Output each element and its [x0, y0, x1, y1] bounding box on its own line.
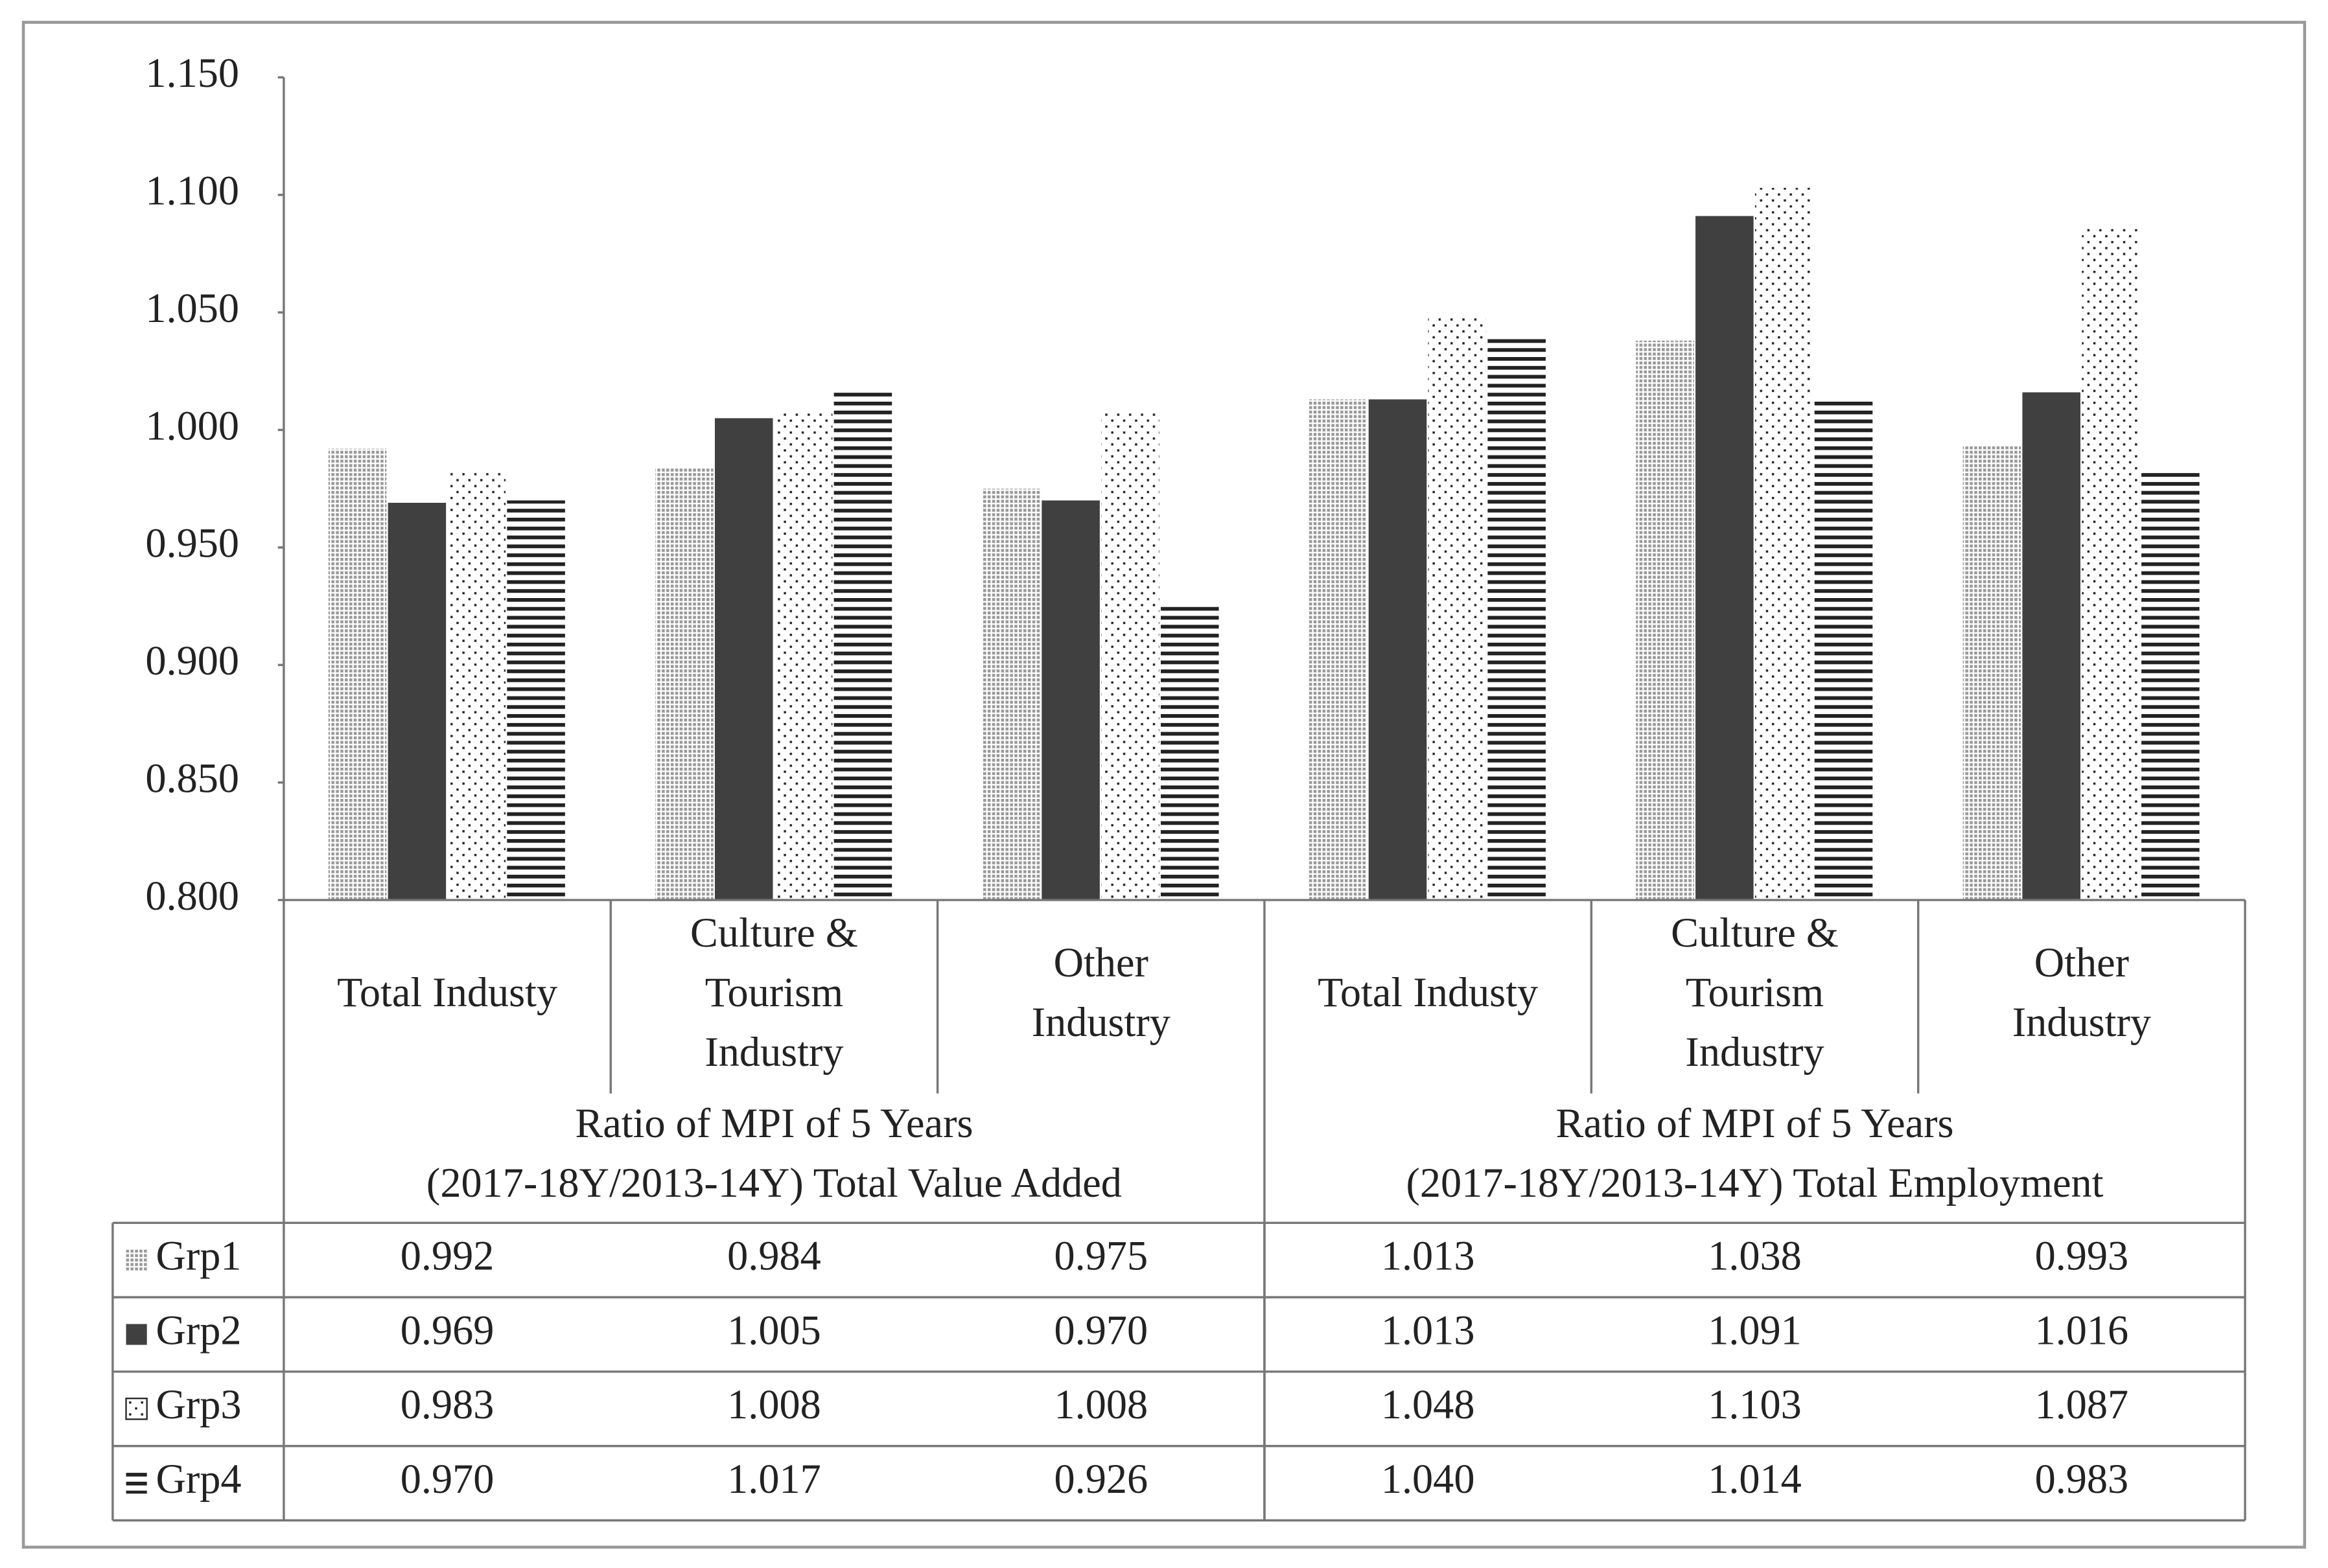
- data-table-value: 0.975: [1054, 1232, 1148, 1278]
- data-table-value: 0.969: [401, 1307, 495, 1353]
- bar: [1814, 397, 1873, 901]
- legend-key: [125, 1398, 148, 1420]
- y-tick-label: 1.000: [145, 402, 239, 448]
- x-tick-label: Tourism: [705, 969, 843, 1015]
- legend-label: Grp1: [156, 1232, 241, 1278]
- bar: [2082, 225, 2140, 901]
- x-tick-label: Culture &: [1671, 910, 1839, 956]
- x-tick-label: Industry: [2012, 999, 2151, 1045]
- bar: [388, 503, 447, 901]
- data-table-value: 0.983: [2035, 1456, 2129, 1502]
- x-tick-label: Other: [2034, 940, 2129, 986]
- legend-label: Grp4: [156, 1456, 241, 1502]
- bar: [507, 500, 565, 901]
- y-tick-label: 1.150: [145, 50, 239, 96]
- bar: [1962, 446, 2021, 901]
- group-label: (2017-18Y/2013-14Y) Total Employment: [1406, 1160, 2104, 1206]
- data-table-value: 1.017: [727, 1456, 821, 1502]
- bar: [2022, 392, 2080, 901]
- bar: [1042, 500, 1100, 901]
- bar: [1101, 411, 1159, 901]
- x-tick-label: Other: [1054, 940, 1148, 986]
- bar: [1161, 603, 1219, 901]
- data-table-value: 1.087: [2035, 1381, 2129, 1427]
- y-tick-label: 0.900: [145, 638, 239, 684]
- x-tick-label: Culture &: [690, 910, 858, 956]
- data-table-value: 0.984: [727, 1232, 821, 1278]
- data-table-value: 0.993: [2035, 1232, 2129, 1278]
- bar: [774, 411, 833, 901]
- x-tick-label: Industry: [704, 1029, 843, 1075]
- data-table-value: 1.008: [1054, 1381, 1148, 1427]
- data-table-value: 0.926: [1054, 1456, 1148, 1502]
- bar: [1754, 187, 1813, 901]
- x-tick-label: Tourism: [1686, 969, 1824, 1015]
- data-table-value: 1.016: [2035, 1307, 2129, 1353]
- data-table-value: 1.014: [1708, 1456, 1802, 1502]
- bar: [1695, 216, 1754, 901]
- x-tick-label: Industry: [1032, 999, 1170, 1045]
- data-table-value: 1.091: [1708, 1307, 1802, 1353]
- data-table-value: 1.040: [1381, 1456, 1475, 1502]
- bar: [1309, 399, 1368, 901]
- y-tick-label: 0.800: [145, 873, 239, 919]
- bar: [328, 448, 387, 901]
- data-table-value: 1.013: [1381, 1232, 1475, 1278]
- group-label: Ratio of MPI of 5 Years: [1555, 1100, 1953, 1146]
- y-tick-label: 1.050: [145, 285, 239, 331]
- data-table-value: 0.992: [401, 1232, 495, 1278]
- legend-key: [126, 1473, 147, 1494]
- data-table-value: 0.983: [401, 1381, 495, 1427]
- bar: [714, 418, 773, 901]
- bar: [2141, 470, 2200, 901]
- data-table-value: 1.008: [727, 1381, 821, 1427]
- bar: [655, 467, 714, 901]
- group-label: Ratio of MPI of 5 Years: [575, 1100, 973, 1146]
- data-table-value: 1.048: [1381, 1381, 1475, 1427]
- group-label: (2017-18Y/2013-14Y) Total Value Added: [426, 1160, 1122, 1206]
- x-tick-label: Industry: [1685, 1029, 1824, 1075]
- x-tick-label: Total Industy: [1318, 969, 1538, 1015]
- legend-key: [126, 1249, 147, 1271]
- data-table-value: 1.103: [1708, 1381, 1802, 1427]
- bar: [833, 389, 892, 901]
- bar: [1368, 399, 1427, 901]
- x-tick-label: Total Industy: [337, 969, 557, 1015]
- legend-key: [126, 1324, 147, 1345]
- y-tick-label: 1.100: [145, 168, 239, 214]
- data-table-value: 0.970: [1054, 1307, 1148, 1353]
- data-table-value: 1.038: [1708, 1232, 1802, 1278]
- legend-label: Grp3: [156, 1381, 241, 1427]
- bar: [982, 489, 1041, 901]
- bar: [1487, 336, 1546, 901]
- legend-label: Grp2: [156, 1307, 241, 1353]
- bar: [1636, 340, 1694, 901]
- y-tick-label: 0.950: [145, 520, 239, 566]
- bar: [447, 470, 506, 901]
- bar: [1428, 317, 1487, 901]
- data-table-value: 1.005: [727, 1307, 821, 1353]
- y-tick-label: 0.850: [145, 755, 239, 801]
- data-table-value: 0.970: [401, 1456, 495, 1502]
- data-table-value: 1.013: [1381, 1307, 1475, 1353]
